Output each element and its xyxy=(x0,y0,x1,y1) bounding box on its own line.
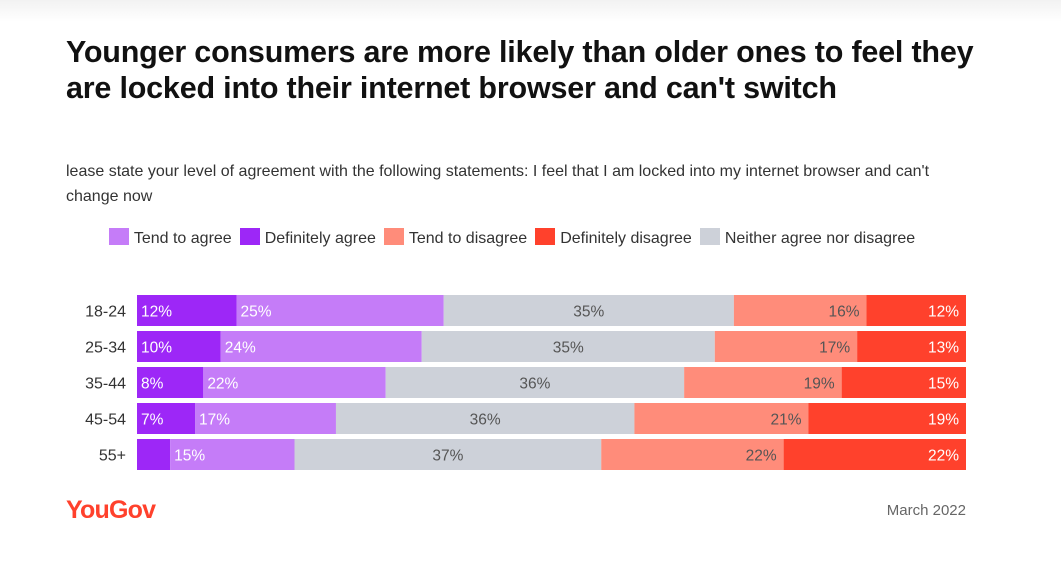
data-label: 37% xyxy=(432,448,463,465)
data-label: 36% xyxy=(470,412,501,429)
bar-segment-definitely-disagree xyxy=(783,439,966,470)
data-label: 22% xyxy=(746,448,777,465)
bar-segment-neither xyxy=(443,295,734,326)
bar-segment-definitely-agree xyxy=(137,439,171,470)
data-label: 19% xyxy=(804,376,835,393)
data-label: 21% xyxy=(770,412,801,429)
bar-segment-tend-to-disagree xyxy=(733,295,867,326)
bar-segment-tend-to-agree xyxy=(170,439,295,470)
bar-segment-tend-to-disagree xyxy=(714,331,858,362)
chart-subtitle: lease state your level of agreement with… xyxy=(66,163,930,205)
legend-item-tend-to-agree: Tend to agree xyxy=(108,226,232,251)
data-label: 8% xyxy=(141,376,164,393)
bar-segment-definitely-disagree xyxy=(866,295,966,326)
bar-segment-definitely-agree xyxy=(137,295,237,326)
category-label: 45-54 xyxy=(85,412,126,429)
category-label: 35-44 xyxy=(85,376,126,393)
data-label: 16% xyxy=(828,304,859,321)
legend-swatch xyxy=(108,228,129,245)
bar-segment-tend-to-agree xyxy=(220,331,422,362)
bar-segment-neither xyxy=(335,403,635,434)
bar-segment-neither xyxy=(385,367,685,398)
data-label: 12% xyxy=(928,304,959,321)
category-label: 18-24 xyxy=(85,304,126,321)
bar-segment-definitely-agree xyxy=(137,403,196,434)
bar-segment-definitely-agree xyxy=(137,367,204,398)
data-label: 36% xyxy=(519,376,550,393)
data-label: 7% xyxy=(141,412,164,429)
category-label: 25-34 xyxy=(85,340,126,357)
legend-label: Neither agree nor disagree xyxy=(724,230,916,247)
data-label: 15% xyxy=(174,448,205,465)
bar-segment-definitely-agree xyxy=(137,331,221,362)
yougov-logo: YouGov xyxy=(66,496,156,524)
data-label: 19% xyxy=(928,412,959,429)
data-label: 15% xyxy=(928,376,959,393)
legend-label: Definitely agree xyxy=(264,230,376,247)
data-label: 17% xyxy=(819,340,850,357)
bar-segment-definitely-disagree xyxy=(857,331,966,362)
bar-segment-tend-to-agree xyxy=(236,295,444,326)
data-label: 22% xyxy=(207,376,238,393)
data-label: 35% xyxy=(573,304,604,321)
legend-label: Tend to agree xyxy=(133,230,232,247)
bar-segment-neither xyxy=(294,439,602,470)
legend-label: Definitely disagree xyxy=(560,230,692,247)
bar-segment-tend-to-disagree xyxy=(684,367,842,398)
legend-item-definitely-disagree: Definitely disagree xyxy=(535,226,692,251)
bar-segment-neither xyxy=(421,331,715,362)
legend-swatch xyxy=(535,228,556,245)
data-label: 24% xyxy=(225,340,256,357)
bar-segment-definitely-disagree xyxy=(841,367,966,398)
data-label: 35% xyxy=(553,340,584,357)
legend-item-tend-to-disagree: Tend to disagree xyxy=(383,226,528,251)
category-label: 55+ xyxy=(99,448,126,465)
bar-segment-tend-to-agree xyxy=(195,403,336,434)
bar-segment-tend-to-disagree xyxy=(601,439,784,470)
chart-title: Younger consumers are more likely than o… xyxy=(66,35,974,105)
bar-segment-tend-to-disagree xyxy=(634,403,809,434)
bar-segment-definitely-disagree xyxy=(808,403,966,434)
legend: Tend to agree Definitely agree Tend to dis… xyxy=(66,226,966,251)
legend-item-neither: Neither agree nor disagree xyxy=(699,226,916,251)
data-label: 22% xyxy=(928,448,959,465)
legend-label: Tend to disagree xyxy=(408,230,528,247)
bar-segment-tend-to-agree xyxy=(203,367,386,398)
data-label: 10% xyxy=(141,340,172,357)
legend-swatch xyxy=(239,228,260,245)
legend-item-definitely-agree: Definitely agree xyxy=(239,226,376,251)
data-label: 12% xyxy=(141,304,172,321)
data-label: 25% xyxy=(240,304,271,321)
legend-swatch xyxy=(699,228,720,245)
data-label: 17% xyxy=(199,412,230,429)
legend-swatch xyxy=(383,228,404,245)
data-label: 13% xyxy=(928,340,959,357)
date-label: March 2022 xyxy=(886,502,966,519)
